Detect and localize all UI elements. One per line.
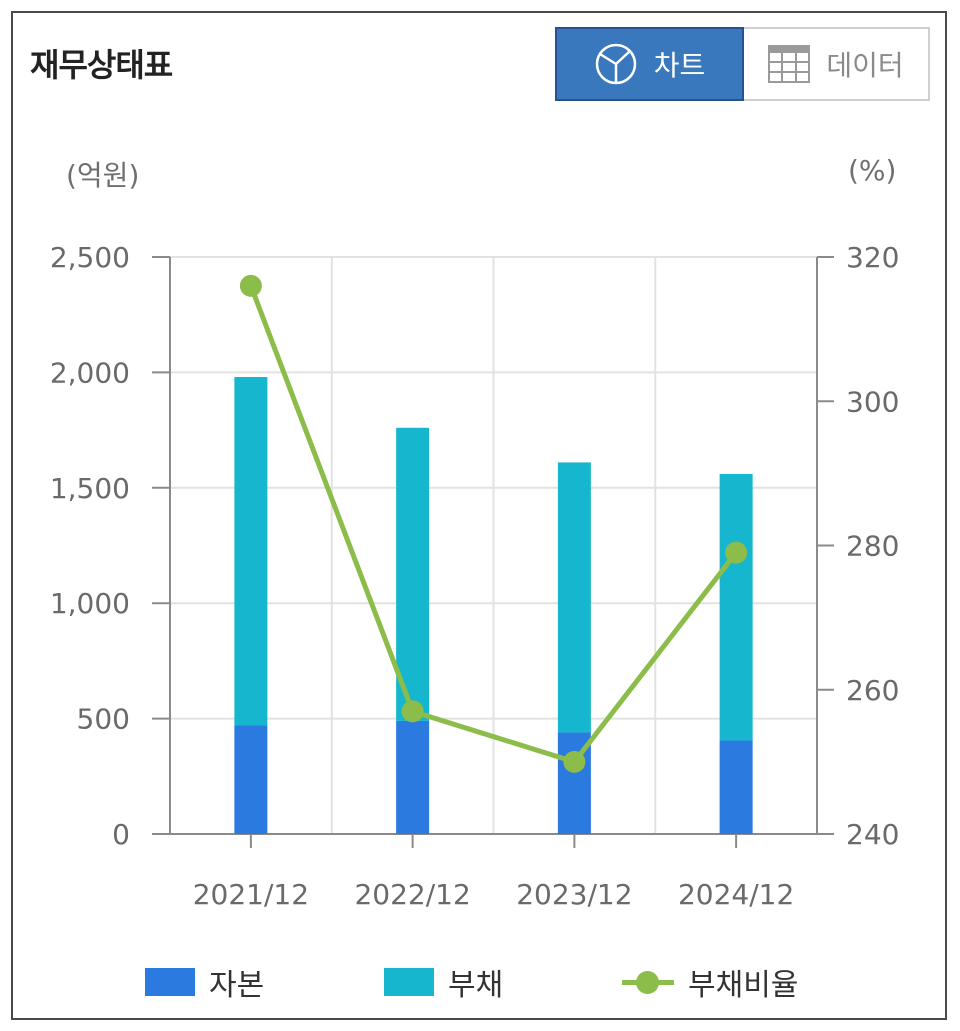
x-axis-tick-label: 2021/12 <box>193 878 309 911</box>
data-tab-label: 데이터 <box>826 49 904 82</box>
right-axis-tick-label: 280 <box>846 530 899 563</box>
debt-ratio-point-2021-12 <box>239 274 262 297</box>
financial-statement-panel <box>11 11 947 1020</box>
legend-label-equity: 자본 <box>209 968 265 1003</box>
right-axis-unit: (%) <box>848 154 897 187</box>
left-axis-tick-label: 0 <box>112 818 130 851</box>
legend-label-debt-ratio: 부채비율 <box>688 968 799 1003</box>
legend-label-liabilities: 부채 <box>448 968 504 1003</box>
debt-ratio-point-2024-12 <box>725 541 748 564</box>
bar-equity-2022-12 <box>396 720 430 834</box>
bar-equity-2024-12 <box>719 740 753 834</box>
x-axis-tick-label: 2024/12 <box>678 878 794 911</box>
right-axis-tick-label: 260 <box>846 674 899 707</box>
left-axis-tick-label: 2,500 <box>50 241 130 274</box>
bar-liabilities-2024-12 <box>719 473 753 741</box>
table-grid-icon <box>768 45 811 83</box>
left-axis-tick-label: 2,000 <box>50 356 130 389</box>
chart-tab-button[interactable]: 차트 <box>555 27 744 101</box>
debt-ratio-point-2023-12 <box>563 750 586 773</box>
bar-liabilities-2022-12 <box>396 427 430 721</box>
chart-tab-label: 차트 <box>653 49 706 82</box>
left-axis-tick-label: 500 <box>77 703 130 736</box>
legend-marker-debt-ratio <box>622 968 674 996</box>
bar-liabilities-2023-12 <box>557 462 591 733</box>
legend-swatch-equity <box>145 968 195 996</box>
right-axis-tick-label: 300 <box>846 385 899 418</box>
view-toggle: 차트 데이터 <box>555 27 930 101</box>
bar-liabilities-2021-12 <box>234 377 268 726</box>
chart-legend: 자본 부채 부채비율 <box>0 960 960 1003</box>
page-title: 재무상태표 <box>30 46 173 84</box>
right-axis-tick-label: 240 <box>846 818 899 851</box>
right-axis-tick-label: 320 <box>846 241 899 274</box>
x-axis-tick-label: 2022/12 <box>354 878 470 911</box>
bar-equity-2021-12 <box>234 725 268 834</box>
x-axis-tick-label: 2023/12 <box>516 878 632 911</box>
left-axis-tick-label: 1,000 <box>50 587 130 620</box>
debt-ratio-line <box>248 284 739 765</box>
legend-item-equity[interactable]: 자본 <box>145 960 264 1004</box>
left-axis-unit: (억원) <box>66 159 140 192</box>
pie-chart-icon <box>594 42 638 86</box>
legend-item-liabilities[interactable]: 부채 <box>384 960 503 1004</box>
left-axis-tick-label: 1,500 <box>50 472 130 505</box>
legend-item-debt-ratio[interactable]: 부채비율 <box>622 960 798 1004</box>
legend-swatch-liabilities <box>384 968 434 996</box>
data-tab-button[interactable]: 데이터 <box>744 27 930 101</box>
debt-ratio-point-2022-12 <box>401 700 424 723</box>
